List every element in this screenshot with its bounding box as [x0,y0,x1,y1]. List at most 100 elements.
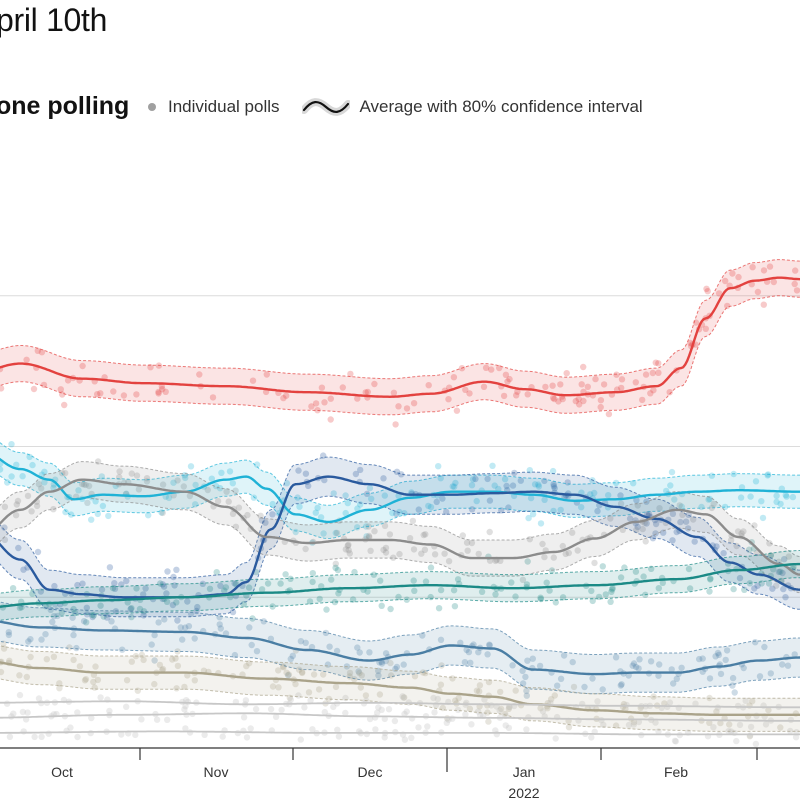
poll-point-gray [82,481,89,489]
poll-point-lg1 [287,696,294,703]
poll-point-lg3 [363,730,370,738]
poll-point-cyan [452,479,459,487]
poll-point-red [209,394,217,401]
poll-point-lg1 [481,696,488,703]
poll-point-red [364,388,371,396]
poll-point-lg3 [408,734,415,741]
poll-point-teal [478,588,486,595]
poll-point-navy [551,485,558,492]
poll-point-khaki [70,656,77,664]
poll-point-lg1 [666,699,674,706]
poll-point-red [551,395,558,403]
poll-point-navy [89,613,96,621]
poll-point-lg3 [733,737,740,745]
poll-point-cyan [99,502,107,510]
poll-point-red [500,392,508,400]
poll-point-khaki [138,651,146,659]
poll-point-gray [13,501,20,508]
poll-point-red [158,383,165,390]
poll-point-red [749,264,756,271]
poll-point-steel [635,665,642,672]
band-red [0,259,800,415]
poll-point-navy [199,580,206,587]
poll-point-navy [550,481,557,488]
poll-point-navy [643,520,650,527]
poll-point-lg3 [31,733,38,741]
poll-point-lg2 [391,717,399,725]
poll-point-red [642,371,650,378]
poll-point-lg3 [752,740,760,748]
poll-point-cyan [706,495,713,503]
poll-point-red [0,385,5,392]
poll-point-navy [769,585,776,592]
poll-point-lg2 [267,705,275,713]
poll-point-gray [410,546,418,553]
poll-point-lg1 [330,703,337,711]
poll-point-red [312,400,320,407]
poll-point-cyan [427,503,435,511]
poll-point-steel [375,672,382,679]
poll-point-gray [591,559,598,567]
poll-point-gray [733,542,740,550]
poll-point-lg3 [67,724,74,731]
poll-point-lg3 [552,735,559,742]
poll-point-steel [722,656,729,664]
average-line-lg1 [0,700,800,709]
poll-point-navy [691,538,698,545]
poll-point-lg3 [672,738,679,745]
poll-point-gray [244,511,251,519]
poll-point-steel [740,664,747,672]
poll-point-red [600,381,608,388]
poll-point-cyan [525,514,532,522]
poll-point-red [79,362,86,370]
poll-point-cyan [469,476,477,483]
legend-dot-icon [148,103,156,111]
poll-point-cyan [19,473,26,480]
poll-point-cyan [208,475,215,482]
poll-point-navy [174,617,181,624]
poll-point-khaki [346,669,354,677]
poll-point-gray [61,470,69,477]
poll-point-khaki [437,681,445,688]
poll-point-lg3 [45,730,52,737]
band-cyan [0,442,800,539]
poll-point-teal [435,605,443,612]
poll-point-navy [229,608,237,616]
poll-point-gray [565,549,572,557]
poll-point-teal [128,605,135,612]
poll-point-khaki [630,719,638,726]
poll-point-cyan [8,441,15,448]
poll-point-red [30,385,38,393]
poll-point-navy [321,476,328,484]
poll-point-teal [395,593,402,601]
poll-point-teal [621,564,628,571]
average-line-red [0,276,800,398]
poll-point-teal [277,580,284,587]
band-upper-steel [0,601,800,655]
poll-point-red [162,388,169,395]
poll-point-khaki [173,685,180,692]
poll-point-cyan [29,461,36,469]
poll-point-steel [761,643,768,651]
poll-point-lg1 [430,694,437,702]
poll-point-navy [123,577,130,585]
poll-point-lg3 [792,734,800,741]
poll-point-lg1 [506,703,513,711]
poll-point-navy [781,556,788,563]
poll-point-steel [177,624,184,631]
poll-point-steel [182,624,189,631]
poll-point-cyan [226,468,234,475]
poll-point-red [425,382,432,389]
poll-point-steel [723,647,731,654]
poll-point-gray [302,545,309,553]
poll-point-khaki [362,692,370,699]
poll-point-steel [467,659,474,666]
poll-point-lg3 [38,733,45,740]
poll-point-cyan [8,473,15,480]
poll-point-cyan [473,497,480,505]
poll-point-red [655,360,662,367]
poll-point-steel [699,668,706,675]
poll-point-navy [617,492,624,499]
poll-point-red [702,325,709,332]
poll-point-navy [258,517,266,524]
